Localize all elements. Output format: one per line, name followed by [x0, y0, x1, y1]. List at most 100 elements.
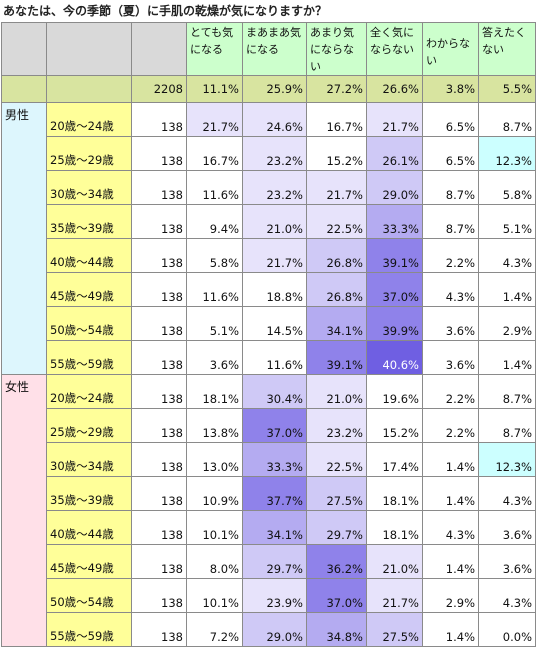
table-row: 30歳～34歳 138 11.6% 23.2% 21.7% 29.0% 8.7% 5.8% — [2, 170, 536, 205]
percent-cell: 3.6% — [478, 544, 536, 579]
percent-cell: 6.5% — [422, 136, 479, 171]
age-range-label: 25歳～29歳 — [46, 408, 132, 443]
percent-cell: 11.6% — [186, 170, 243, 205]
age-range-label: 40歳～44歳 — [46, 510, 132, 545]
percent-cell: 16.7% — [306, 102, 367, 137]
percent-cell: 29.7% — [242, 544, 307, 579]
percent-cell: 27.5% — [366, 612, 423, 647]
percent-cell: 4.3% — [422, 510, 479, 545]
percent-cell: 10.1% — [186, 578, 243, 613]
table-row: 男性 20歳～24歳 138 21.7% 24.6% 16.7% 21.7% 6.5% 8.7% — [1, 102, 536, 375]
sample-count: 138 — [131, 102, 187, 137]
percent-cell: 19.6% — [366, 374, 423, 409]
percent-cell: 2.2% — [422, 374, 479, 409]
table-row: 55歳～59歳 138 7.2% 29.0% 34.8% 27.5% 1.4% 0.0% — [2, 612, 536, 647]
percent-cell: 21.7% — [306, 170, 367, 205]
sample-count: 138 — [131, 612, 187, 647]
survey-crosstab-table: とても気になる まあまあ気になる あまり気にならない 全く気にならない わからな… — [1, 22, 536, 647]
sample-count: 138 — [131, 476, 187, 511]
total-value: 3.8% — [422, 75, 479, 103]
percent-cell: 11.6% — [186, 272, 243, 307]
percent-cell: 18.1% — [186, 374, 243, 409]
percent-cell: 15.2% — [306, 136, 367, 171]
percent-cell: 5.8% — [186, 238, 243, 273]
age-range-label: 30歳～34歳 — [46, 170, 132, 205]
percent-cell: 8.0% — [186, 544, 243, 579]
percent-cell: 14.5% — [242, 306, 307, 341]
percent-cell: 2.9% — [422, 578, 479, 613]
sample-count: 138 — [131, 238, 187, 273]
percent-cell: 5.8% — [478, 170, 536, 205]
percent-cell: 27.5% — [306, 476, 367, 511]
percent-cell: 5.1% — [478, 204, 536, 239]
percent-cell: 3.6% — [186, 340, 243, 375]
percent-cell: 22.5% — [306, 442, 367, 477]
percent-cell: 10.1% — [186, 510, 243, 545]
percent-cell: 23.2% — [306, 408, 367, 443]
percent-cell: 12.3% — [478, 442, 536, 477]
header-blank-cell — [1, 22, 47, 76]
percent-cell: 2.2% — [422, 408, 479, 443]
percent-cell: 22.5% — [306, 204, 367, 239]
percent-cell: 4.3% — [422, 272, 479, 307]
total-row: 2208 11.1% 25.9% 27.2% 26.6% 3.8% 5.5% — [1, 75, 536, 103]
percent-cell: 39.9% — [366, 306, 423, 341]
percent-cell: 1.4% — [422, 612, 479, 647]
table-row: 45歳～49歳 138 8.0% 29.7% 36.2% 21.0% 1.4% 3.6% — [2, 544, 536, 579]
column-header: わからない — [422, 22, 479, 76]
percent-cell: 23.2% — [242, 170, 307, 205]
percent-cell: 23.9% — [242, 578, 307, 613]
total-value: 25.9% — [242, 75, 307, 103]
age-range-label: 45歳～49歳 — [46, 272, 132, 307]
percent-cell: 4.3% — [478, 578, 536, 613]
header-row: とても気になる まあまあ気になる あまり気にならない 全く気にならない わからな… — [1, 22, 536, 76]
page-title: あなたは、今の季節（夏）に手肌の乾燥が気になりますか？ — [3, 4, 328, 18]
sample-count: 138 — [131, 136, 187, 171]
percent-cell: 8.7% — [478, 408, 536, 443]
column-header: あまり気にならない — [306, 22, 367, 76]
percent-cell: 21.7% — [186, 102, 243, 137]
sample-count: 138 — [131, 340, 187, 375]
percent-cell: 18.1% — [366, 510, 423, 545]
percent-cell: 1.4% — [478, 340, 536, 375]
percent-cell: 29.7% — [306, 510, 367, 545]
group-label: 男性 — [1, 102, 47, 375]
header-blank-cell — [131, 22, 187, 76]
age-range-label: 50歳～54歳 — [46, 306, 132, 341]
percent-cell: 33.3% — [366, 204, 423, 239]
percent-cell: 1.4% — [422, 442, 479, 477]
percent-cell: 17.4% — [366, 442, 423, 477]
table-row: 40歳～44歳 138 5.8% 21.7% 26.8% 39.1% 2.2% 4.3% — [2, 238, 536, 273]
sample-count: 138 — [131, 408, 187, 443]
percent-cell: 39.1% — [366, 238, 423, 273]
percent-cell: 5.1% — [186, 306, 243, 341]
percent-cell: 4.3% — [478, 476, 536, 511]
percent-cell: 21.7% — [366, 578, 423, 613]
table-row: 35歳～39歳 138 10.9% 37.7% 27.5% 18.1% 1.4% 4.3% — [2, 476, 536, 511]
age-range-label: 45歳～49歳 — [46, 544, 132, 579]
percent-cell: 1.4% — [422, 476, 479, 511]
percent-cell: 11.6% — [242, 340, 307, 375]
age-range-label: 55歳～59歳 — [46, 612, 132, 647]
table-row: 50歳～54歳 138 10.1% 23.9% 37.0% 21.7% 2.9% 4.3% — [2, 578, 536, 613]
group-label: 女性 — [1, 374, 47, 647]
header-blank-cell — [46, 22, 132, 76]
percent-cell: 21.0% — [242, 204, 307, 239]
percent-cell: 29.0% — [366, 170, 423, 205]
total-value: 27.2% — [306, 75, 367, 103]
age-range-label: 40歳～44歳 — [46, 238, 132, 273]
percent-cell: 3.6% — [478, 510, 536, 545]
sample-count: 138 — [131, 272, 187, 307]
percent-cell: 2.2% — [422, 238, 479, 273]
percent-cell: 26.8% — [306, 272, 367, 307]
percent-cell: 8.7% — [422, 170, 479, 205]
percent-cell: 26.1% — [366, 136, 423, 171]
percent-cell: 26.8% — [306, 238, 367, 273]
percent-cell: 34.8% — [306, 612, 367, 647]
total-label-cell — [1, 75, 47, 103]
table-row: 55歳～59歳 138 3.6% 11.6% 39.1% 40.6% 3.6% 1.4% — [2, 340, 536, 375]
table-row: 30歳～34歳 138 13.0% 33.3% 22.5% 17.4% 1.4% 12.3% — [2, 442, 536, 477]
percent-cell: 8.7% — [478, 102, 536, 137]
column-header: 答えたくない — [478, 22, 536, 76]
percent-cell: 7.2% — [186, 612, 243, 647]
